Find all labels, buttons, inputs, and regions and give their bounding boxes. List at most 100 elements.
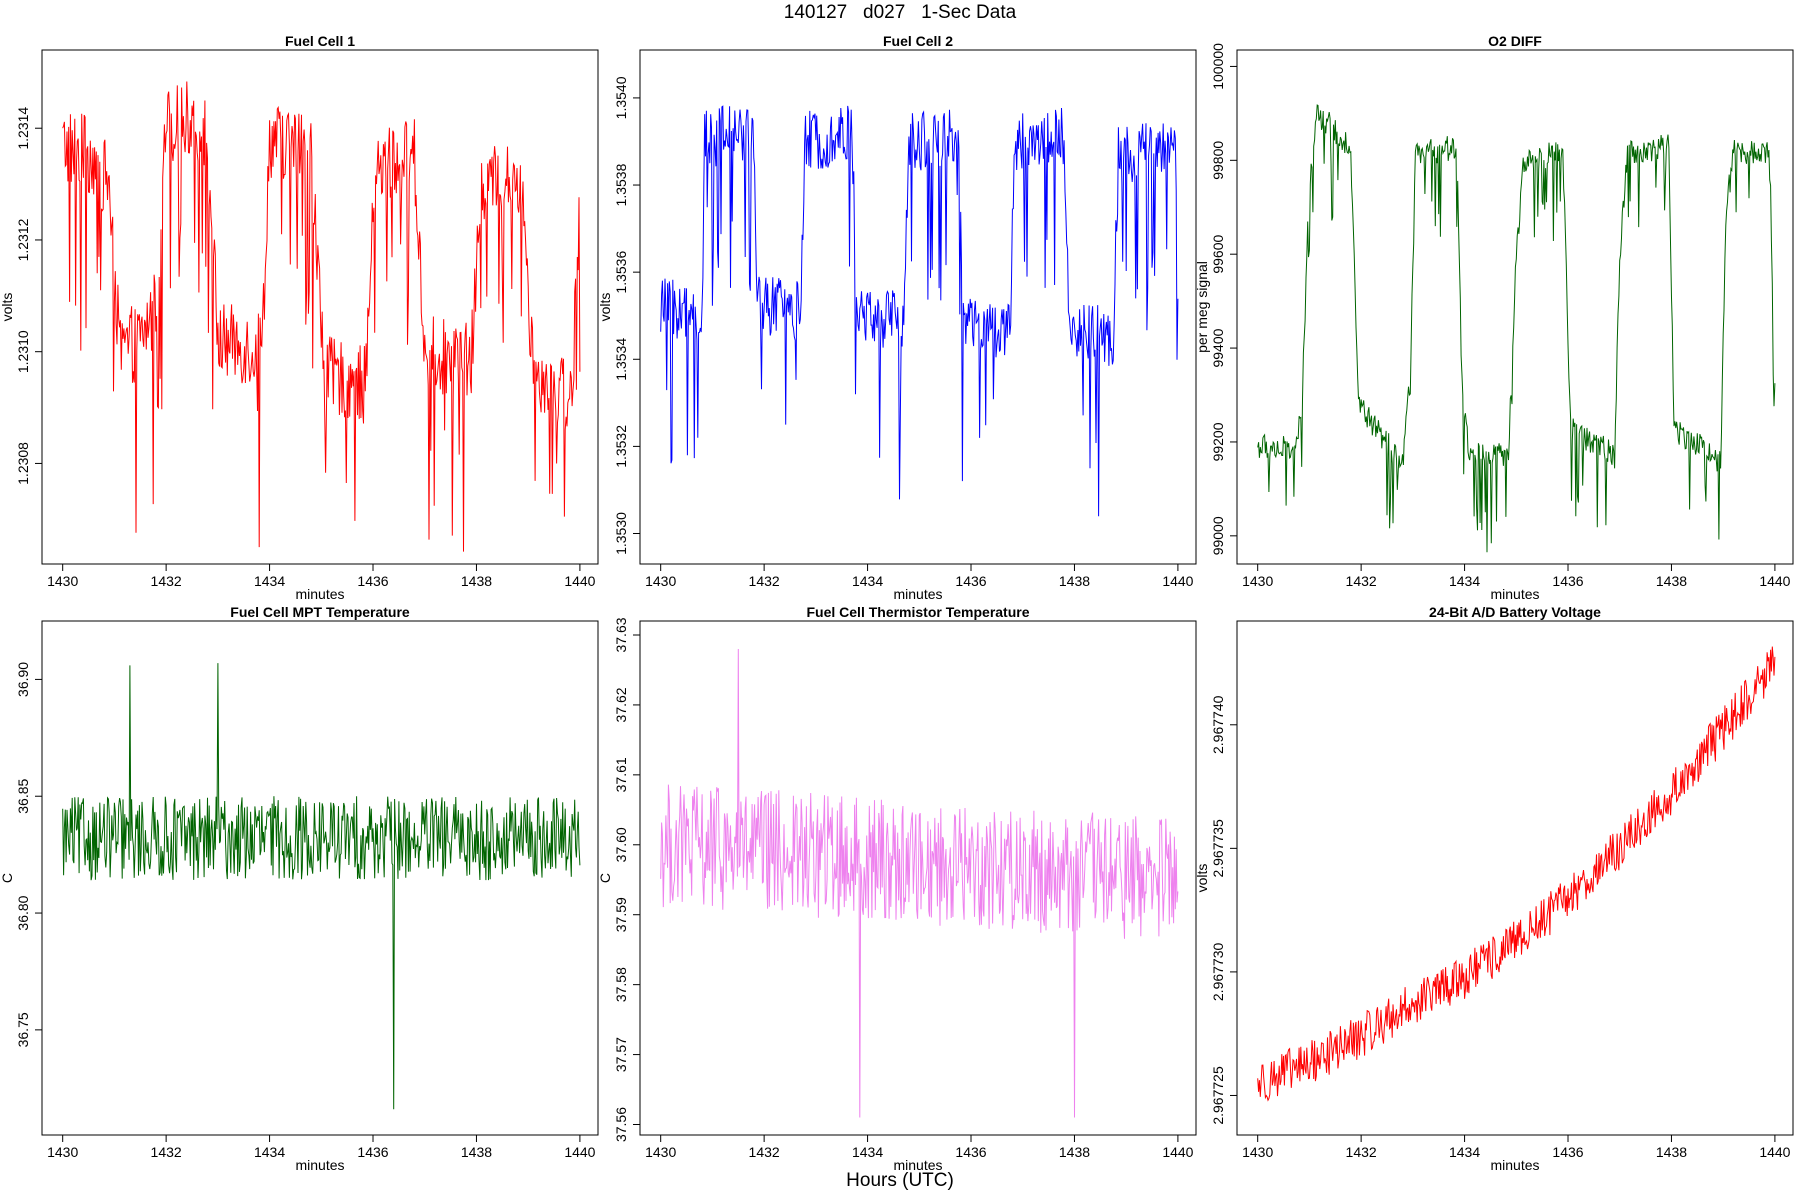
- panel-title: Fuel Cell 2: [883, 33, 953, 49]
- x-tick-label: 1440: [1162, 573, 1193, 589]
- y-tick-label: 100000: [1210, 43, 1226, 90]
- x-tick-label: 1430: [47, 573, 78, 589]
- x-tick-label: 1432: [749, 573, 780, 589]
- x-tick-label: 1438: [1656, 573, 1687, 589]
- y-tick-label: 36.85: [15, 779, 31, 814]
- data-series-line: [1257, 646, 1776, 1102]
- y-tick-label: 37.63: [613, 617, 629, 652]
- plot-frame: [1236, 620, 1794, 1136]
- plot-frame: [41, 49, 599, 565]
- y-tick-label: 1.2314: [15, 107, 31, 150]
- y-axis-label: volts: [597, 293, 613, 322]
- x-axis-label: minutes: [1490, 1157, 1539, 1173]
- panel-title: O2 DIFF: [1488, 33, 1542, 49]
- y-tick-label: 1.3536: [613, 251, 629, 294]
- x-tick-label: 1436: [955, 1144, 986, 1160]
- chart-panel-6: 24-Bit A/D Battery Voltage 1430 1432 1434 14…: [1194, 604, 1794, 1173]
- y-axis-label: C: [0, 873, 15, 883]
- x-tick-label: 1430: [1242, 573, 1273, 589]
- y-tick-label: 36.90: [15, 662, 31, 697]
- y-axis-label: volts: [1194, 864, 1210, 893]
- figure-xlabel: Hours (UTC): [846, 1170, 954, 1191]
- y-axis-label: per meg signal: [1194, 261, 1210, 353]
- x-tick-label: 1438: [1656, 1144, 1687, 1160]
- data-series-line: [1257, 104, 1776, 553]
- y-tick-label: 37.58: [613, 967, 629, 1002]
- x-tick-label: 1440: [1759, 1144, 1790, 1160]
- x-tick-label: 1432: [1346, 1144, 1377, 1160]
- chart-panel-2: Fuel Cell 2 1430 1432 1434 1436 1438 1440 minut…: [597, 33, 1197, 602]
- x-tick-label: 1436: [357, 573, 388, 589]
- chart-panel-1: Fuel Cell 1 1430 1432 1434 1436 1438 1440 minut…: [0, 33, 599, 602]
- plot-frame: [1236, 49, 1794, 565]
- panel-title: Fuel Cell 1: [285, 33, 355, 49]
- x-axis-label: minutes: [893, 1157, 942, 1173]
- panel-title: Fuel Cell MPT Temperature: [230, 604, 410, 620]
- plot-frame: [639, 49, 1197, 565]
- x-tick-label: 1434: [1449, 573, 1480, 589]
- y-axis-label: volts: [0, 293, 15, 322]
- x-tick-label: 1440: [564, 1144, 595, 1160]
- x-axis-label: minutes: [893, 586, 942, 602]
- figure-title: 140127 d027 1-Sec Data: [783, 2, 1017, 23]
- x-tick-label: 1434: [254, 573, 285, 589]
- y-tick-label: 1.2308: [15, 442, 31, 485]
- x-tick-label: 1432: [151, 573, 182, 589]
- chart-panel-5: Fuel Cell Thermistor Temperature 1430 1432…: [597, 604, 1197, 1173]
- y-axis-label: C: [597, 873, 613, 883]
- y-tick-label: 2.967740: [1210, 695, 1226, 754]
- x-tick-label: 1434: [852, 573, 883, 589]
- x-tick-label: 1436: [1552, 1144, 1583, 1160]
- x-tick-label: 1440: [1759, 573, 1790, 589]
- y-tick-label: 1.2310: [15, 330, 31, 373]
- y-tick-label: 36.80: [15, 895, 31, 930]
- y-tick-label: 37.62: [613, 687, 629, 722]
- y-tick-label: 1.3530: [613, 512, 629, 555]
- chart-panel-3: O2 DIFF 1430 1432 1434 1436 1438 1440 minutes 99…: [1194, 33, 1794, 602]
- y-tick-label: 99400: [1210, 328, 1226, 367]
- x-axis-label: minutes: [295, 586, 344, 602]
- panel-title: 24-Bit A/D Battery Voltage: [1429, 604, 1601, 620]
- y-tick-label: 99200: [1210, 422, 1226, 461]
- y-tick-label: 37.56: [613, 1107, 629, 1142]
- x-tick-label: 1440: [1162, 1144, 1193, 1160]
- x-tick-label: 1438: [461, 1144, 492, 1160]
- y-tick-label: 37.59: [613, 897, 629, 932]
- y-tick-label: 37.60: [613, 827, 629, 862]
- x-tick-label: 1432: [151, 1144, 182, 1160]
- y-tick-label: 2.967725: [1210, 1066, 1226, 1125]
- x-tick-label: 1430: [645, 573, 676, 589]
- y-tick-label: 37.57: [613, 1037, 629, 1072]
- x-tick-label: 1436: [1552, 573, 1583, 589]
- x-axis-label: minutes: [295, 1157, 344, 1173]
- x-tick-label: 1430: [47, 1144, 78, 1160]
- x-tick-label: 1440: [564, 573, 595, 589]
- x-tick-label: 1430: [645, 1144, 676, 1160]
- x-tick-label: 1434: [1449, 1144, 1480, 1160]
- y-tick-label: 1.3534: [613, 338, 629, 381]
- y-tick-label: 99000: [1210, 516, 1226, 555]
- x-tick-label: 1434: [254, 1144, 285, 1160]
- x-tick-label: 1438: [1059, 573, 1090, 589]
- x-tick-label: 1434: [852, 1144, 883, 1160]
- y-tick-label: 1.3538: [613, 163, 629, 206]
- data-series-line: [660, 648, 1179, 1118]
- y-tick-label: 37.61: [613, 757, 629, 792]
- x-tick-label: 1432: [1346, 573, 1377, 589]
- x-tick-label: 1438: [461, 573, 492, 589]
- chart-panel-4: Fuel Cell MPT Temperature 1430 1432 1434 143…: [0, 604, 599, 1173]
- y-tick-label: 1.3540: [613, 76, 629, 119]
- y-tick-label: 99600: [1210, 235, 1226, 274]
- data-series-line: [62, 663, 581, 1110]
- x-axis-label: minutes: [1490, 586, 1539, 602]
- x-tick-label: 1430: [1242, 1144, 1273, 1160]
- plot-frame: [41, 620, 599, 1136]
- y-tick-label: 1.2312: [15, 218, 31, 261]
- panel-title: Fuel Cell Thermistor Temperature: [806, 604, 1029, 620]
- x-tick-label: 1436: [955, 573, 986, 589]
- y-tick-label: 99800: [1210, 141, 1226, 180]
- x-tick-label: 1438: [1059, 1144, 1090, 1160]
- plot-frame: [639, 620, 1197, 1136]
